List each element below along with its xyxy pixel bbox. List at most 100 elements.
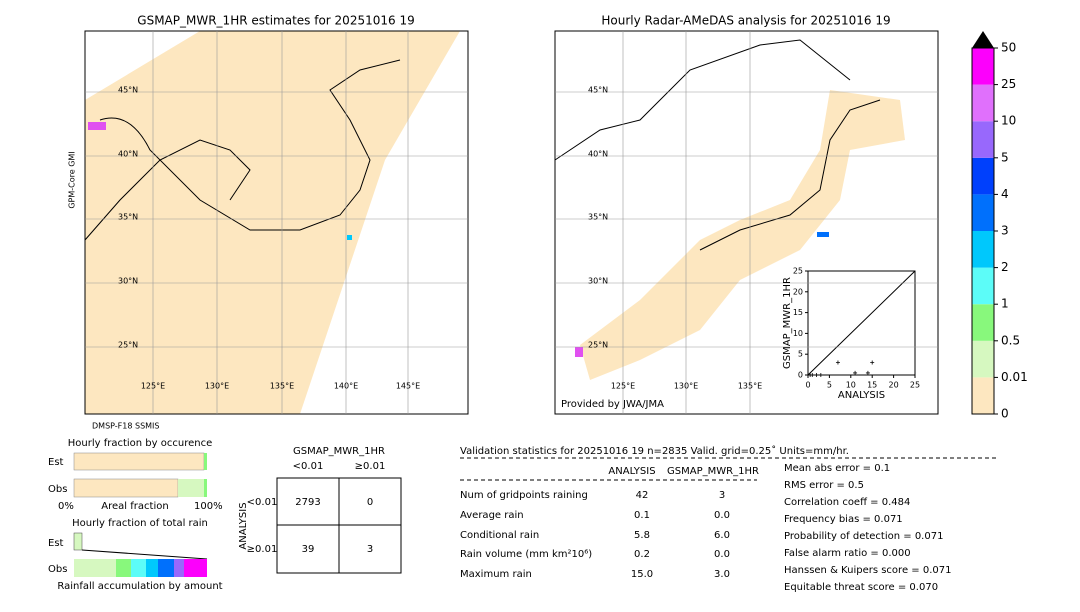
sensor-label: GPM-Core GMI <box>68 151 77 208</box>
colorbar-extend <box>972 31 994 48</box>
map-title: GSMAP_MWR_1HR estimates for 20251016 19 <box>137 14 414 28</box>
score: RMS error = 0.5 <box>784 480 864 491</box>
row-label: Conditional rain <box>460 530 539 541</box>
y-axis-label: GSMAP_MWR_1HR <box>782 277 793 369</box>
cell: 0 <box>367 497 373 508</box>
y-tick-label: 15 <box>793 308 803 317</box>
colorbar-label: 3 <box>1001 224 1009 238</box>
analysis-value: 5.8 <box>634 530 650 541</box>
score: Frequency bias = 0.071 <box>784 514 903 525</box>
x-tick-label: 10 <box>846 381 856 390</box>
colorbar-segment <box>972 304 994 341</box>
row-label: Maximum rain <box>460 569 532 580</box>
header: Validation statistics for 20251016 19 n=… <box>460 445 849 457</box>
axis-label: Rainfall accumulation by amount <box>57 581 222 592</box>
row-label: Obs <box>48 484 67 495</box>
colorbar-segment <box>972 121 994 158</box>
score: Probability of detection = 0.071 <box>784 531 943 542</box>
lat-label: 40°N <box>588 150 608 159</box>
axis-label: 0% <box>58 501 74 512</box>
cell: 39 <box>302 544 315 555</box>
lat-label: 30°N <box>588 277 608 286</box>
gsmap-value: 0.0 <box>714 549 730 560</box>
y-tick-label: 0 <box>798 371 803 380</box>
gsmap-value: 6.0 <box>714 530 730 541</box>
colorbar-label: 1 <box>1001 297 1009 311</box>
row-label: Rain volume (mm km²10⁶) <box>460 549 592 560</box>
colorbar-segment <box>972 84 994 122</box>
lat-label: 25°N <box>118 341 138 350</box>
lat-label: 40°N <box>118 150 138 159</box>
panel-title: Hourly fraction by occurence <box>68 438 212 449</box>
colorbar-label: 0.01 <box>1001 370 1028 384</box>
colorbar-label: 4 <box>1001 187 1009 201</box>
x-tick-label: 20 <box>889 381 899 390</box>
right-map: Hourly Radar-AMeDAS analysis for 2025101… <box>554 14 939 415</box>
colorbar-label: 0 <box>1001 407 1009 421</box>
panel-title: Hourly fraction of total rain <box>72 518 208 529</box>
lon-label: 125°E <box>611 382 635 391</box>
score: Correlation coeff = 0.484 <box>784 497 910 508</box>
row-title: ANALYSIS <box>238 502 249 549</box>
colorbar-label: 25 <box>1001 77 1016 91</box>
lon-label: 130°E <box>205 382 229 391</box>
lat-label: 30°N <box>118 277 138 286</box>
gsmap-value: 3 <box>719 490 725 501</box>
row-label: Est <box>48 538 64 549</box>
lon-label: 140°E <box>334 382 358 391</box>
colorbar-segment <box>972 340 994 378</box>
colorbar-label: 10 <box>1001 114 1016 128</box>
point <box>865 370 870 375</box>
sensor-label: DMSP-F18 SSMIS <box>92 422 160 431</box>
cell: 3 <box>367 544 373 555</box>
colorbar-label: 0.5 <box>1001 333 1020 347</box>
lon-label: 135°E <box>738 382 762 391</box>
lon-label: 145°E <box>396 382 420 391</box>
point <box>870 360 875 365</box>
col-header: ≥0.01 <box>355 461 386 472</box>
lon-label: 125°E <box>141 382 165 391</box>
point <box>810 373 815 377</box>
lon-label: 130°E <box>674 382 698 391</box>
colorbar-segment <box>972 48 994 85</box>
x-axis-label: ANALYSIS <box>838 390 885 401</box>
row-label: Average rain <box>460 510 524 521</box>
colorbar-label: 50 <box>1001 41 1016 55</box>
colorbar-segment <box>972 231 994 268</box>
map-title: Hourly Radar-AMeDAS analysis for 2025101… <box>601 14 890 28</box>
point <box>818 373 823 377</box>
row-header: <0.01 <box>247 497 278 508</box>
gsmap-value: 0.0 <box>714 510 730 521</box>
analysis-value: 0.2 <box>634 549 650 560</box>
score: Hanssen & Kuipers score = 0.071 <box>784 565 951 576</box>
fraction-panel: Hourly fraction by occurence Est Obs 0% … <box>48 438 223 592</box>
axis-label: 100% <box>194 501 223 512</box>
x-tick-label: 5 <box>827 381 832 390</box>
point <box>814 373 819 377</box>
colorbar-segment <box>972 194 994 231</box>
y-tick-label: 25 <box>793 267 803 276</box>
row-label: Obs <box>48 564 67 575</box>
y-tick-label: 10 <box>793 329 803 338</box>
lat-label: 45°N <box>588 86 608 95</box>
colorbar-segment <box>972 377 994 414</box>
x-tick-label: 15 <box>867 381 877 390</box>
score: False alarm ratio = 0.000 <box>784 548 911 559</box>
analysis-value: 42 <box>636 490 649 501</box>
lat-label: 35°N <box>588 213 608 222</box>
analysis-value: 15.0 <box>631 569 653 580</box>
colorbar-segment <box>972 267 994 305</box>
left-map: GSMAP_MWR_1HR estimates for 20251016 19 … <box>68 14 469 431</box>
point <box>835 360 840 365</box>
colorbar-label: 5 <box>1001 150 1009 164</box>
axis-label: Areal fraction <box>101 501 168 512</box>
y-tick-label: 20 <box>793 287 803 296</box>
validation: Validation statistics for 20251016 19 n=… <box>460 445 996 481</box>
x-tick-label: 0 <box>805 381 810 390</box>
colorbar-label: 2 <box>1001 260 1009 274</box>
diagonal <box>807 270 916 376</box>
row-label: Num of gridpoints raining <box>460 490 588 501</box>
x-tick-label: 25 <box>910 381 920 390</box>
lon-label: 135°E <box>270 382 294 391</box>
